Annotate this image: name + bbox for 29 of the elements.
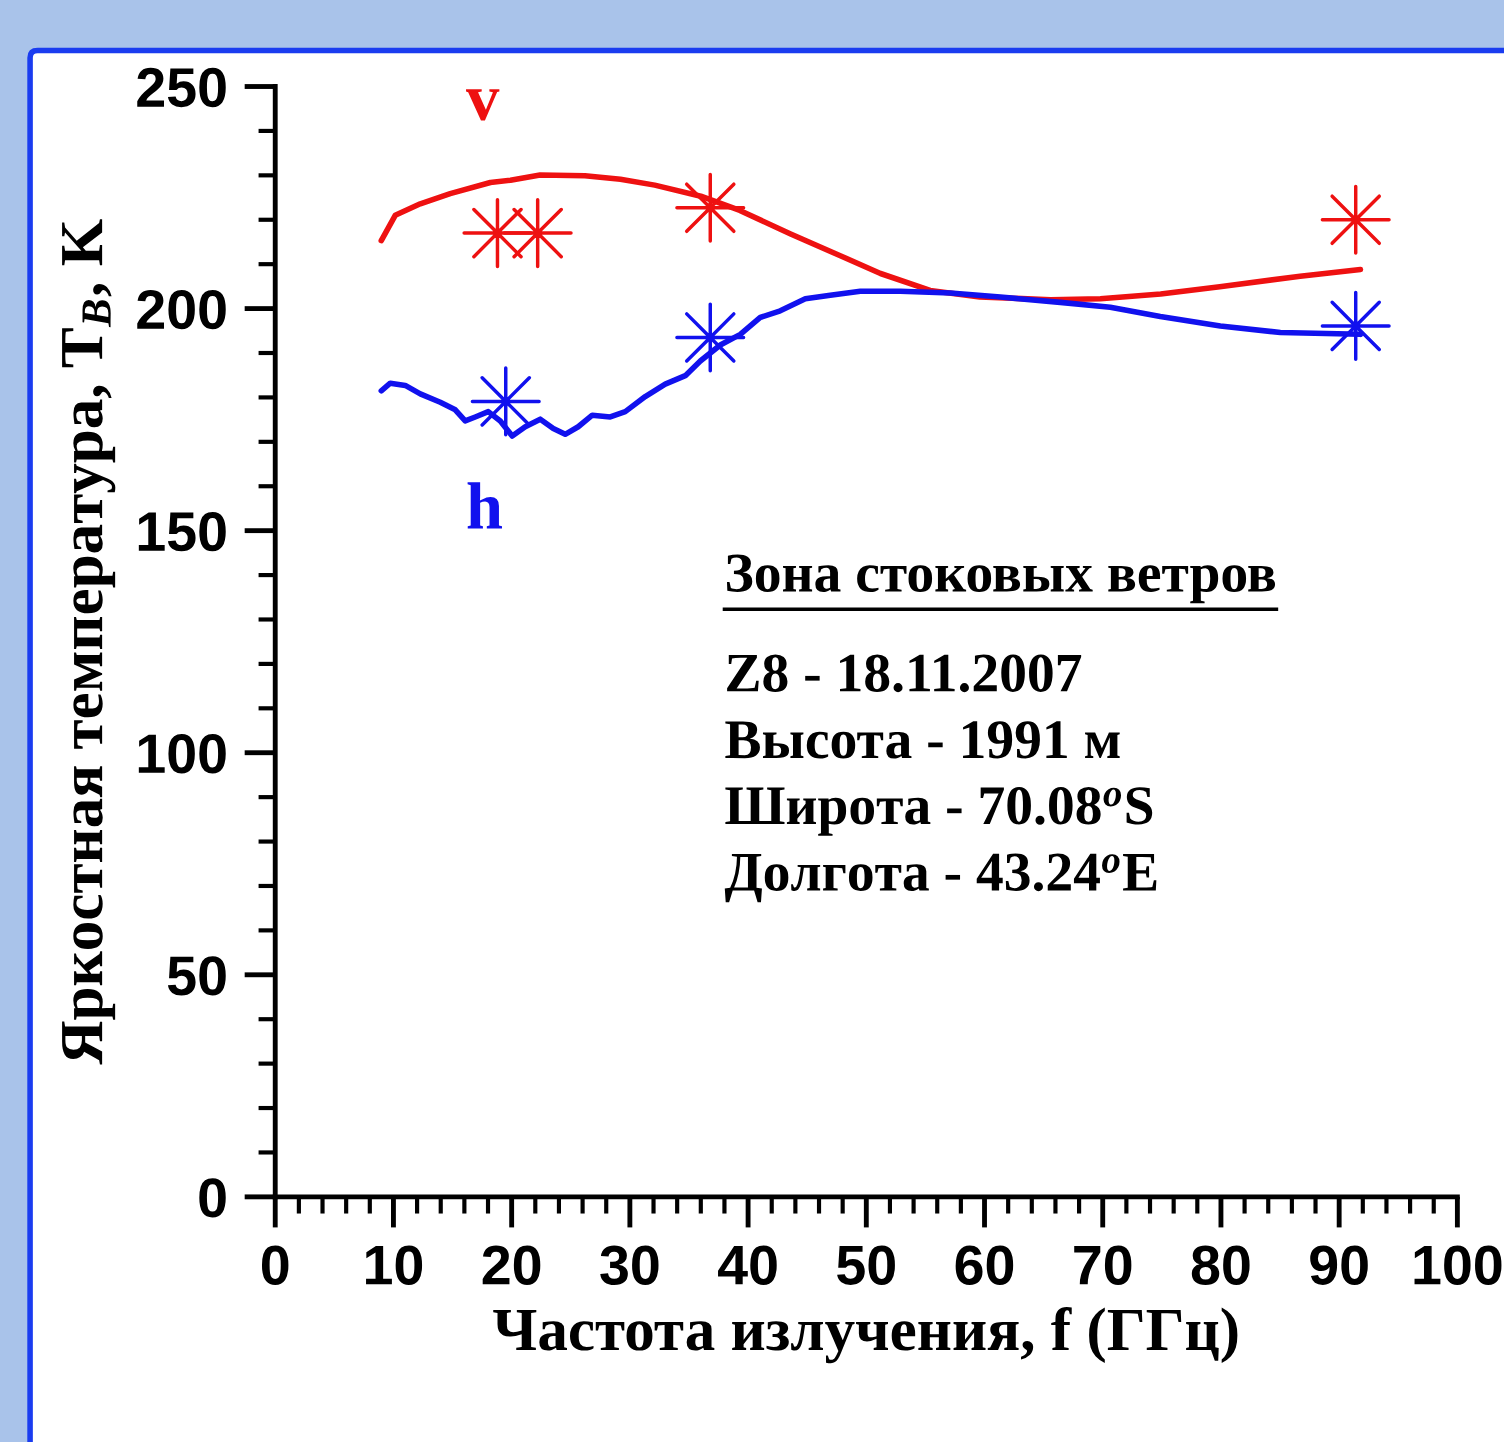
y-tick-label: 50 <box>167 956 226 996</box>
y-tick-label: 0 <box>199 1178 226 1218</box>
y-tick-label: 150 <box>138 511 226 552</box>
x-tick-label: 50 <box>837 1245 895 1285</box>
x-tick-label: 100 <box>1414 1245 1502 1285</box>
series-label: h <box>467 482 503 529</box>
y-tick-label: 250 <box>137 67 226 108</box>
point <box>1320 290 1391 361</box>
x-tick-label: 20 <box>482 1245 541 1285</box>
annotation: Широта - 70.08$^{o}$S <box>725 786 1153 836</box>
x-tick-label: 70 <box>1074 1245 1132 1285</box>
annotation: Z8 - 18.11.2007 <box>727 654 1082 693</box>
annotation: Долгота - 43.24$^{o}$E <box>724 853 1157 903</box>
x-tick-label: 90 <box>1310 1245 1368 1285</box>
x-tick-label: 30 <box>600 1245 659 1285</box>
point <box>675 302 746 373</box>
x-tick-label: 10 <box>366 1245 423 1285</box>
x-tick-label: 0 <box>261 1245 289 1285</box>
annotation: Высота - 1991 м <box>725 721 1120 759</box>
annotation: Зона стоковых ветров <box>727 554 1276 604</box>
x-tick-label: 60 <box>955 1245 1014 1285</box>
x-tick-label: 40 <box>718 1245 777 1285</box>
point <box>470 366 541 437</box>
x-tick-label: 80 <box>1191 1245 1250 1285</box>
y-tick-label: 200 <box>137 289 226 330</box>
y-tick-label: 100 <box>138 734 226 774</box>
series-label: v <box>466 89 500 121</box>
y-axis-title: Яркостная температура, T$_{B}$, K <box>62 219 116 1065</box>
x-axis-title: Частота излучения, f (ГГц) <box>493 1306 1238 1364</box>
